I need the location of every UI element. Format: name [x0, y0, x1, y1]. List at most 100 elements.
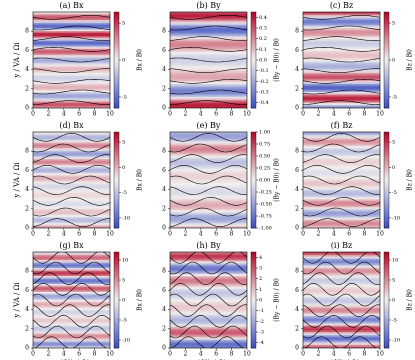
field-band	[33, 66, 110, 69]
colorbar-cell	[114, 156, 119, 159]
field-band	[33, 88, 110, 91]
y-tick-label: 8	[295, 28, 299, 35]
field	[33, 252, 110, 348]
colorbar-cell	[251, 345, 256, 349]
field-band	[33, 149, 110, 152]
field-band	[170, 256, 247, 259]
field-band	[303, 58, 380, 61]
field-band	[33, 55, 110, 58]
field-band	[303, 218, 380, 221]
colorbar-cell	[251, 21, 256, 25]
colorbar-cell	[384, 261, 389, 265]
field-band	[303, 53, 380, 56]
field-band	[170, 32, 247, 35]
contour-line	[33, 165, 110, 174]
y-tick-label: 2	[25, 325, 29, 332]
contour-line	[170, 57, 247, 63]
field-band	[33, 184, 110, 187]
y-tick-label: 0	[25, 225, 29, 232]
colorbar-cell	[114, 268, 119, 272]
field-band	[170, 205, 247, 208]
y-tick-label: 4	[25, 306, 29, 313]
field-band	[33, 76, 110, 79]
field-band	[33, 256, 110, 259]
colorbar-tick-label: 5	[122, 278, 125, 284]
y-tick-label: 2	[162, 205, 166, 212]
colorbar-cell	[251, 276, 256, 279]
field-band	[170, 293, 247, 296]
colorbar-cell	[384, 285, 389, 289]
colorbar-tick-label: -5	[392, 190, 397, 196]
field-band	[303, 327, 380, 330]
colorbar-tick-label: 0	[392, 165, 395, 171]
colorbar-cell	[251, 84, 256, 87]
x-tick-label: 2	[46, 111, 50, 118]
field-band	[33, 45, 110, 48]
contour-line	[33, 282, 110, 296]
field	[170, 12, 247, 108]
colorbar-cell	[251, 74, 256, 78]
field	[33, 132, 110, 228]
field-band	[170, 28, 247, 31]
colorbar-cell	[384, 338, 389, 342]
field-band	[33, 191, 110, 194]
field-band	[170, 69, 247, 72]
colorbar-cell	[251, 206, 256, 210]
contour-line	[170, 314, 247, 328]
contour-line	[170, 282, 247, 296]
contour-line	[170, 46, 247, 52]
x-tick-label: 4	[199, 111, 203, 118]
colorbar-cell	[251, 189, 256, 193]
field-band	[33, 164, 110, 167]
contour-line	[170, 132, 247, 142]
colorbar-cell	[251, 252, 256, 255]
colorbar-cell	[384, 139, 389, 142]
colorbar-cell	[384, 278, 389, 282]
colorbar-cell	[114, 343, 119, 346]
field-band	[33, 138, 110, 141]
field-band	[303, 168, 380, 171]
field-band	[303, 311, 380, 314]
colorbar-cell	[114, 194, 119, 198]
field-band	[33, 303, 110, 306]
colorbar-cell	[251, 280, 256, 284]
contour-line	[33, 143, 110, 153]
field-band	[170, 173, 247, 176]
colorbar-cell	[384, 321, 389, 325]
field-band	[33, 69, 110, 72]
colorbar-cell	[384, 93, 389, 97]
field-band	[170, 317, 247, 320]
colorbar-cell	[114, 28, 119, 32]
field-band	[170, 333, 247, 336]
field-band	[33, 34, 110, 37]
field-band	[303, 216, 380, 219]
field-band	[303, 340, 380, 343]
field-band	[303, 141, 380, 144]
field-band	[33, 79, 110, 82]
field-band	[170, 45, 247, 48]
colorbar-cell	[384, 336, 389, 339]
field-band	[170, 346, 247, 348]
colorbar-cell	[251, 256, 256, 260]
contour-line	[33, 175, 110, 185]
field-band	[170, 282, 247, 285]
field-band	[170, 176, 247, 179]
field-band	[33, 312, 110, 315]
colorbar-cell	[114, 206, 119, 210]
field-band	[170, 138, 247, 141]
colorbar-cell	[251, 180, 256, 183]
field-band	[170, 341, 247, 344]
y-tick-label: 4	[295, 186, 299, 193]
colorbar-cell	[114, 163, 119, 166]
field-band	[303, 191, 380, 194]
field-band	[303, 95, 380, 98]
colorbar-tick-label: 2	[259, 276, 262, 282]
field-band	[303, 76, 380, 79]
colorbar-cell	[251, 319, 256, 322]
field-band	[303, 316, 380, 319]
field-band	[303, 343, 380, 346]
contour-line	[170, 143, 247, 153]
x-tick-label: 0	[301, 231, 305, 238]
field-band	[303, 20, 380, 23]
field-band	[303, 266, 380, 269]
